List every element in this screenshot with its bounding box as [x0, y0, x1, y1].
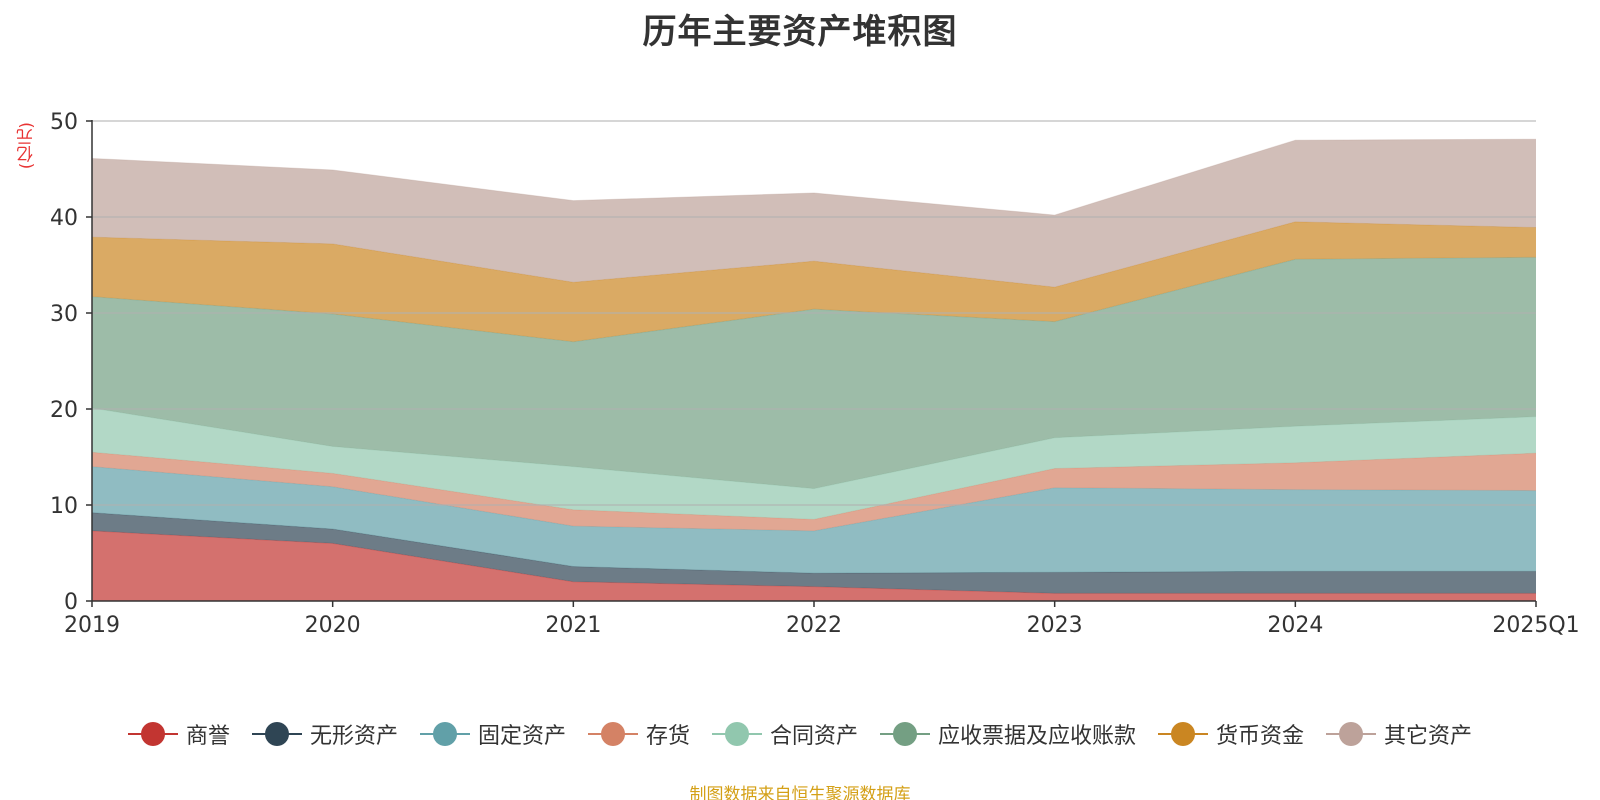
area-outline-series-7 — [91, 138, 1537, 216]
area-series-7 — [92, 139, 1536, 288]
legend-marker-icon — [880, 721, 931, 747]
legend-label: 固定资产 — [477, 724, 566, 749]
area-series-6 — [92, 221, 1536, 342]
legend-marker-icon — [251, 721, 302, 747]
y-tick-label-0: 0 — [64, 590, 78, 615]
y-tick-label-4: 40 — [50, 206, 78, 231]
legend-item-1[interactable]: 无形资产 — [251, 718, 398, 750]
legend-label: 货币资金 — [1216, 724, 1305, 749]
series-areas — [91, 138, 1537, 601]
source-note: 制图数据来自恒生聚源数据库 — [689, 785, 911, 800]
y-tick-label-3: 30 — [50, 302, 78, 327]
legend-item-4[interactable]: 合同资产 — [712, 718, 858, 750]
area-series-2 — [92, 466, 1536, 574]
legend-item-2[interactable]: 固定资产 — [419, 718, 566, 750]
y-tick-label-5: 50 — [50, 110, 78, 135]
area-series-1 — [92, 512, 1536, 594]
x-tick-label-2: 2021 — [545, 613, 601, 638]
y-tick-label-2: 20 — [50, 398, 78, 423]
x-tick-label-6: 2025Q1 — [1492, 613, 1579, 638]
legend-marker-icon — [587, 721, 638, 747]
legend-marker-icon — [1326, 721, 1377, 747]
legend-label: 存货 — [645, 724, 690, 749]
axes: 0 10 20 30 40 50 2019 2020 2021 2022 2023 2024 2025Q… — [50, 110, 1580, 638]
legend-marker-icon — [1158, 721, 1209, 747]
legend-item-3[interactable]: 存货 — [587, 718, 690, 750]
legend-label: 应收票据及应收账款 — [938, 724, 1137, 749]
area-series-4 — [92, 408, 1536, 520]
x-tick-label-5: 2024 — [1267, 613, 1323, 638]
area-series-5 — [92, 257, 1536, 489]
gridlines — [92, 120, 1536, 506]
legend: 商誉 无形资产 固定资产 存货 合同资产 应收票据及应收账款 货币资金 其它资产 — [0, 718, 1600, 750]
area-series-3 — [92, 452, 1536, 531]
legend-marker-icon — [419, 721, 470, 747]
legend-label: 无形资产 — [309, 724, 398, 749]
chart-title: 历年主要资产堆积图 — [642, 12, 958, 52]
legend-item-6[interactable]: 货币资金 — [1158, 718, 1304, 750]
x-tick-label-4: 2023 — [1027, 613, 1083, 638]
y-tick-label-1: 10 — [50, 494, 78, 519]
legend-item-7[interactable]: 其它资产 — [1326, 718, 1472, 750]
area-series-0 — [92, 530, 1536, 601]
x-tick-label-0: 2019 — [64, 613, 120, 638]
legend-label: 其它资产 — [1384, 724, 1473, 749]
x-tick-label-3: 2022 — [786, 613, 842, 638]
legend-item-0[interactable]: 商誉 — [127, 718, 230, 750]
legend-label: 商誉 — [185, 724, 230, 749]
legend-label: 合同资产 — [770, 724, 859, 749]
x-tick-label-1: 2020 — [305, 613, 361, 638]
legend-item-5[interactable]: 应收票据及应收账款 — [880, 718, 1136, 750]
legend-marker-icon — [127, 721, 178, 747]
legend-marker-icon — [712, 721, 762, 747]
